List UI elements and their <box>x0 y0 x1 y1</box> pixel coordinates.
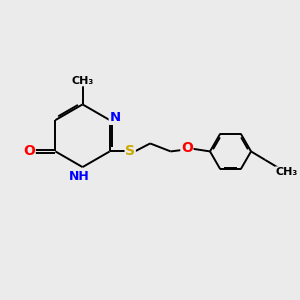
Text: CH₃: CH₃ <box>71 76 94 86</box>
Text: CH₃: CH₃ <box>275 167 298 177</box>
Text: S: S <box>125 144 135 158</box>
Text: O: O <box>181 141 193 155</box>
Text: O: O <box>23 144 35 158</box>
Text: N: N <box>109 111 120 124</box>
Text: NH: NH <box>69 170 89 183</box>
